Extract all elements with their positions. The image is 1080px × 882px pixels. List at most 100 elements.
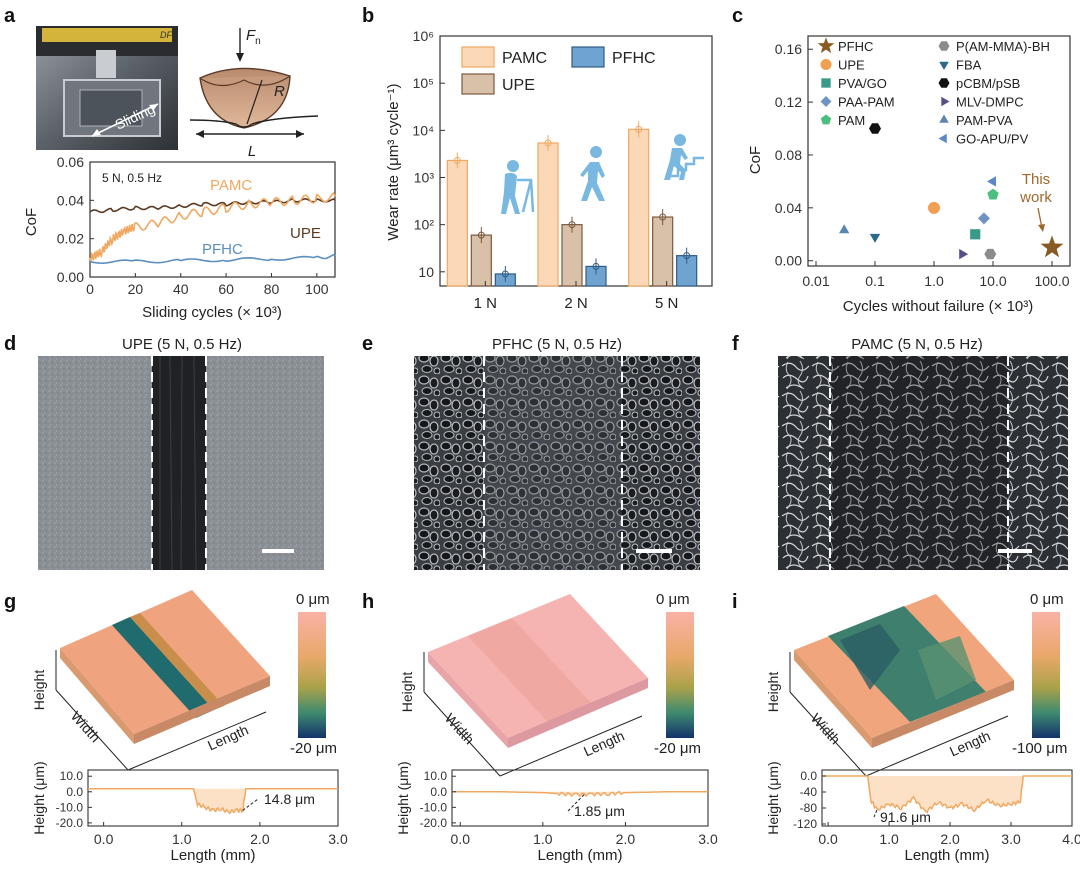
- profile-ytick: -20.0: [56, 816, 84, 830]
- wear-point: [659, 213, 667, 221]
- profile-xtick: 2.0: [940, 831, 960, 847]
- profile-ytick: -80: [800, 801, 818, 815]
- legend-swatch-pamc: [461, 46, 495, 68]
- panel-label-a: a: [4, 5, 16, 27]
- profile-xtick: 0.0: [451, 831, 471, 847]
- sliding-arrow: [91, 103, 159, 137]
- axis-height-g: Height: [31, 670, 47, 711]
- scatter-point-pfhc: [1040, 235, 1064, 258]
- sem-title-pfhc: PFHC (5 N, 0.5 Hz): [492, 336, 622, 353]
- cof-ytick: 0.00: [57, 269, 84, 285]
- scatter-point-paa-pam: [977, 212, 990, 225]
- colorbar-g-bottom: -20 μm: [290, 740, 337, 757]
- cof-ytick: 0.06: [57, 154, 84, 170]
- cof-ytick: 0.02: [57, 231, 84, 247]
- scale-bar-upe: [262, 549, 294, 553]
- scatter-ylabel: CoF: [747, 146, 764, 174]
- tribometer-photo: DF Sliding: [36, 26, 178, 150]
- profile-annotation-arrow: [567, 794, 585, 812]
- profile-annotation: 14.8 μm: [264, 791, 315, 807]
- height-map-pfhc: Height Width Length: [399, 594, 648, 777]
- scatter-ytick: 0.04: [775, 200, 802, 216]
- panel-label-g: g: [4, 591, 16, 613]
- scatter-point-upe: [928, 201, 940, 214]
- colorbar-h-bottom: -20 μm: [654, 740, 701, 757]
- radius-label: R: [274, 83, 285, 100]
- profile-xlabel: Length (mm): [537, 847, 622, 864]
- legend-marker-mlv-dmpc: [941, 96, 950, 107]
- wear-point: [592, 262, 600, 270]
- scatter-xtick: 10.0: [979, 273, 1006, 289]
- legend-label: PAM-PVA: [956, 113, 1013, 128]
- cof-xtick: 40: [173, 281, 189, 297]
- profile-xtick: 3.0: [328, 831, 348, 847]
- legend-marker-p-am-mma-bh: [938, 41, 950, 51]
- profile-annotation: 1.85 μm: [574, 803, 625, 819]
- legend-marker-pfhc: [817, 37, 835, 54]
- legend-marker-pam: [820, 114, 832, 125]
- legend-label: PAA-PAM: [838, 95, 895, 110]
- axis-height-h: Height: [399, 672, 415, 713]
- legend-marker-go-apu-pv: [938, 133, 947, 144]
- panel-label-d: d: [4, 333, 16, 355]
- profile-ytick: -40: [800, 785, 818, 799]
- scatter-xtick: 0.01: [802, 273, 829, 289]
- legend-label: UPE: [838, 58, 865, 73]
- this-work-arrowhead: [1038, 224, 1045, 232]
- profile-frame: [87, 769, 339, 827]
- wear-rate-chart: 10 10² 10³ 10⁴ 10⁵ 10⁶ 1 N 2 N 5 N Wear rate (μ…: [385, 28, 713, 312]
- wear-point: [683, 252, 691, 260]
- wear-bar-pamc: [628, 128, 650, 287]
- legend-marker-pcbm-psb: [938, 78, 950, 88]
- wear-ytick: 10⁴: [412, 122, 434, 138]
- profile-xtick: 3.0: [698, 831, 718, 847]
- wear-point: [635, 125, 643, 133]
- wear-chart-ylabel: Wear rate (μm³ cycle⁻¹): [385, 83, 402, 240]
- profile-line: [452, 790, 708, 798]
- scatter-frame: [807, 35, 1071, 267]
- sem-image-pfhc: [414, 356, 700, 570]
- force-label: Fn: [246, 27, 261, 47]
- legend-label-pfhc: PFHC: [612, 50, 656, 67]
- profile-xtick: 1.0: [879, 831, 899, 847]
- wear-ytick: 10: [418, 264, 434, 280]
- profile-ytick: -120: [793, 817, 817, 831]
- axis-width-g: Width: [68, 708, 104, 745]
- sem-image-upe: [38, 355, 324, 571]
- cof-xtick: 100: [305, 281, 329, 297]
- cof-chart-ylabel: CoF: [23, 208, 40, 236]
- legend-marker-pva-go: [821, 78, 831, 88]
- profile-annotation-arrow: [242, 798, 259, 811]
- scatter-point-mlv-dmpc: [959, 248, 969, 260]
- scatter-ytick: 0.16: [775, 41, 802, 57]
- length-label: L: [248, 143, 256, 160]
- contact-schematic: Fn R L: [189, 27, 319, 160]
- walking-icon: [580, 146, 605, 201]
- legend-label: pCBM/pSB: [956, 76, 1020, 91]
- profile-ytick: 10.0: [60, 769, 84, 783]
- wear-xtick: 2 N: [564, 295, 587, 312]
- profile-ytick: -10.0: [420, 800, 448, 814]
- stairs-icon: [664, 134, 704, 180]
- scatter-xlabel: Cycles without failure (× 10³): [843, 298, 1034, 315]
- scatter-point-pam-pva: [839, 224, 850, 234]
- wear-bar-pamc: [446, 159, 468, 287]
- wear-xtick: 5 N: [655, 295, 678, 312]
- scatter-point-fba: [869, 233, 881, 243]
- legend-label: PVA/GO: [838, 76, 887, 91]
- profile-xtick: 2.0: [616, 831, 636, 847]
- colorbar-g: 0 μm -20 μm: [290, 591, 337, 757]
- scatter-ytick: 0.12: [775, 94, 802, 110]
- axis-width-i: Width: [808, 710, 844, 747]
- profile-xtick: 0.0: [818, 831, 838, 847]
- cof-xtick: 20: [128, 281, 144, 297]
- profile-ytick: -10.0: [56, 800, 84, 814]
- profile-ylabel: Height (μm): [765, 761, 781, 834]
- legend-label: GO-APU/PV: [956, 132, 1029, 147]
- colorbar-h-top: 0 μm: [656, 591, 690, 608]
- profile-ytick: 0.0: [430, 785, 447, 799]
- cof-line-pfhc: [89, 253, 336, 265]
- cof-line-upe: [89, 197, 336, 214]
